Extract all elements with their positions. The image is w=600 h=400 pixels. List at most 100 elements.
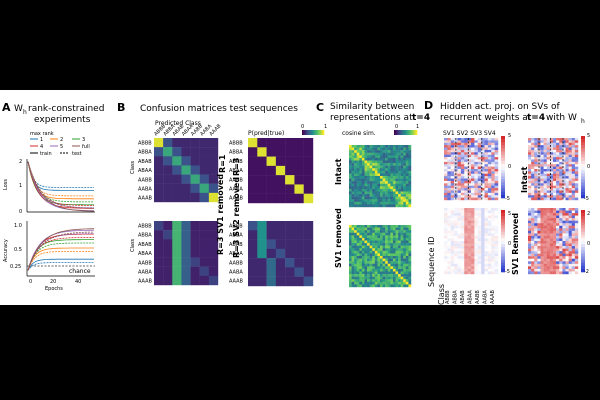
sim-cell (354, 183, 357, 187)
sim-cell (364, 176, 368, 179)
act-cell (471, 142, 475, 146)
act-cell (562, 197, 566, 201)
act-cell (464, 210, 468, 214)
act-cell (528, 159, 532, 163)
act-cell (494, 173, 499, 177)
act-cell (457, 161, 462, 165)
sim-cell (408, 204, 412, 208)
sim-cell (382, 165, 386, 169)
act-cell (528, 185, 532, 189)
act-cell (540, 218, 544, 221)
sim-cell (408, 235, 412, 239)
sim-cell (392, 276, 396, 280)
sim-cell (398, 152, 401, 156)
cbar-step (581, 148, 585, 152)
act-cell (568, 161, 572, 165)
cm-cell (248, 239, 258, 250)
act-cell (471, 268, 475, 272)
sim-cell (361, 263, 365, 267)
act-cell (460, 185, 465, 189)
sim-cell (351, 204, 355, 208)
act-cell (477, 154, 482, 158)
sim-cell (385, 274, 388, 277)
act-cell (562, 147, 566, 151)
act-cell (454, 220, 458, 224)
true-class-tick: ABBA (229, 233, 243, 239)
act-cell (491, 253, 495, 257)
act-cell (549, 258, 554, 262)
act-cell (464, 271, 468, 275)
sim-cell (387, 173, 391, 177)
sim-cell (403, 279, 407, 283)
cbar-step (396, 130, 398, 135)
sim-cell (385, 145, 388, 148)
cm-cell (248, 276, 258, 287)
act-cell (454, 268, 458, 272)
act-cell (447, 246, 451, 249)
act-cell (477, 140, 482, 143)
act-cell (474, 220, 478, 224)
sim-cell (405, 150, 409, 153)
act-cell (460, 223, 465, 226)
sim-cell (400, 183, 404, 187)
cm-cell (172, 156, 182, 166)
sim-cell (351, 274, 355, 277)
sim-cell (367, 199, 370, 203)
act-cell (454, 246, 458, 249)
act-cell (457, 266, 462, 270)
act-cell (481, 246, 485, 249)
cbar-step (581, 191, 585, 196)
act-cell (457, 256, 462, 259)
act-cell (556, 251, 560, 254)
cm-cell (275, 258, 286, 268)
cm-cell (190, 147, 200, 157)
sim-cell (405, 181, 409, 184)
act-cell (474, 218, 478, 221)
sim-cell (356, 199, 360, 203)
act-cell (556, 142, 560, 146)
act-cell (444, 220, 448, 224)
sim-cell (408, 199, 412, 203)
sim-cell (354, 201, 357, 205)
act-cell (474, 271, 478, 275)
sim-cell (351, 253, 355, 257)
sim-cell (354, 204, 357, 208)
act-cell (467, 176, 472, 179)
sim-cell (361, 196, 365, 200)
act-cell (471, 161, 475, 165)
sim-cell (408, 163, 412, 166)
act-cell (460, 213, 465, 216)
sim-cell (390, 181, 394, 184)
act-cell (454, 157, 458, 160)
sim-cell (400, 145, 404, 148)
act-cell (571, 157, 576, 160)
sim-cell (387, 145, 391, 148)
act-cell (571, 220, 576, 224)
loss-curve (27, 161, 95, 209)
sim-cell (361, 173, 365, 177)
sim-cell (369, 261, 373, 264)
sim-cell (369, 199, 373, 203)
tag-r3: R=3 (232, 158, 241, 176)
sim-cell (367, 237, 370, 241)
cm-cell (181, 257, 191, 267)
act-cell (537, 268, 541, 272)
act-cell (549, 220, 554, 224)
act-cell (464, 220, 468, 224)
true-class-tick: ABBA (138, 233, 152, 239)
act-cell (487, 178, 492, 182)
sim-cell (359, 196, 363, 200)
act-cell (454, 263, 458, 267)
act-cell (528, 149, 532, 153)
sim-cell (377, 266, 381, 270)
sim-cell (398, 178, 401, 182)
act-cell (553, 149, 557, 153)
sim-cell (385, 230, 388, 233)
sim-cell (395, 250, 399, 254)
act-cell (568, 213, 572, 216)
act-cell (528, 145, 532, 148)
cbar-step (501, 262, 505, 267)
sim-cell (351, 230, 355, 233)
sim-cell (403, 168, 407, 172)
act-cell (491, 263, 495, 267)
